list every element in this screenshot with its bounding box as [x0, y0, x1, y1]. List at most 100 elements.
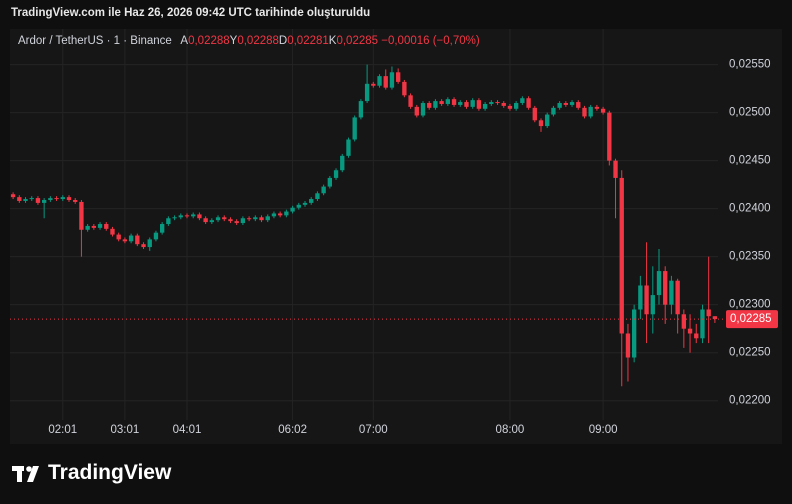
candle-body	[346, 139, 351, 156]
candle-body	[526, 98, 531, 108]
candle-body	[364, 83, 370, 102]
candle-body	[153, 232, 159, 240]
candle-body	[128, 235, 134, 242]
candle-body	[172, 217, 177, 219]
ohlc-value: 0,02281	[287, 35, 329, 47]
candle-body	[35, 198, 41, 203]
candle-body	[240, 218, 246, 224]
candle-body	[408, 95, 413, 107]
ohlc-key: K	[328, 35, 337, 47]
logo-icon	[12, 466, 39, 482]
candle-body	[54, 198, 59, 200]
candle-body	[73, 200, 78, 202]
x-tick-label: 02:01	[48, 424, 77, 436]
candle-body	[302, 202, 308, 205]
candle-body	[259, 217, 264, 221]
symbol-title: Ardor / TetherUS · 1 · Binance	[18, 35, 172, 47]
candle-body	[495, 102, 500, 104]
candle-body	[427, 103, 432, 108]
candle-body	[377, 76, 382, 86]
candle-body	[389, 72, 395, 88]
candle-body	[271, 213, 277, 217]
y-tick-label: 0,02200	[729, 395, 771, 407]
candle-body	[395, 72, 401, 82]
y-tick-label: 0,02300	[729, 299, 771, 311]
candle-body	[253, 217, 258, 220]
candle-body	[315, 193, 320, 200]
candle-body	[41, 200, 47, 203]
x-tick-label: 07:00	[359, 424, 388, 436]
candle-body	[222, 217, 227, 220]
candle-body	[476, 100, 482, 109]
candle-body	[414, 106, 419, 116]
change-text: −0,00016 (−0,70%)	[381, 35, 480, 47]
candle-body	[439, 101, 444, 104]
ohlc-key: Y	[229, 35, 238, 47]
candle-body	[706, 309, 711, 317]
candle-body	[644, 285, 649, 315]
candle-body	[712, 316, 718, 320]
last-price-label: 0,02285	[730, 313, 772, 325]
ohlc-key: A	[180, 35, 189, 47]
candle-body	[371, 83, 376, 86]
candle-body	[228, 219, 233, 222]
candle-body	[10, 194, 16, 198]
candle-body	[557, 103, 562, 108]
candle-body	[638, 285, 643, 310]
y-tick-label: 0,02550	[729, 59, 771, 71]
candle-body	[687, 328, 693, 334]
candle-body	[458, 102, 463, 105]
candle-body	[470, 100, 475, 107]
ohlc-values: A0,02288Y0,02288D0,02281K0,02285	[180, 35, 378, 47]
candle-body	[520, 98, 525, 104]
candle-body	[284, 211, 289, 216]
candle-body	[122, 239, 128, 242]
candle-body	[246, 218, 252, 220]
candle-body	[97, 224, 103, 228]
candle-body	[663, 271, 668, 305]
y-tick-label: 0,02500	[729, 107, 771, 119]
candle-body	[420, 103, 426, 116]
y-tick-label: 0,02450	[729, 155, 771, 167]
candle-body	[116, 234, 121, 240]
x-tick-label: 08:00	[496, 424, 525, 436]
candle-body	[594, 106, 600, 109]
candle-body	[569, 102, 575, 105]
candle-body	[607, 112, 612, 161]
ohlc-value: 0,02288	[237, 35, 279, 47]
candle-body	[184, 215, 190, 217]
x-tick-label: 03:01	[111, 424, 140, 436]
candle-body	[563, 103, 569, 105]
candle-body	[296, 204, 301, 208]
candle-body	[538, 120, 544, 127]
candle-body	[700, 309, 705, 339]
candle-body	[147, 239, 152, 248]
candle-body	[445, 99, 451, 104]
candle-body	[451, 99, 457, 105]
chart-panel	[10, 29, 782, 444]
candle-body	[234, 221, 239, 224]
candle-body	[464, 102, 469, 107]
candle-body	[482, 103, 488, 109]
y-tick-label: 0,02350	[729, 251, 771, 263]
candle-body	[576, 102, 581, 108]
candle-body	[110, 228, 115, 235]
candle-body	[166, 218, 171, 225]
candle-body	[66, 197, 72, 201]
candle-body	[141, 244, 146, 248]
symbol-header: Ardor / TetherUS · 1 · Binance A 0,02288Y…	[18, 35, 480, 47]
candle-body	[321, 186, 326, 194]
candle-body	[631, 309, 637, 358]
candle-body	[613, 160, 618, 178]
y-tick-label: 0,02250	[729, 347, 771, 359]
caption: TradingView.com ile Haz 26, 2026 09:42 U…	[11, 7, 371, 19]
candle-body	[48, 198, 53, 201]
candle-body	[694, 333, 699, 339]
candle-body	[79, 201, 84, 230]
candle-body	[104, 224, 109, 229]
candle-body	[650, 295, 655, 315]
candle-body	[209, 220, 215, 223]
candle-body	[600, 108, 606, 113]
